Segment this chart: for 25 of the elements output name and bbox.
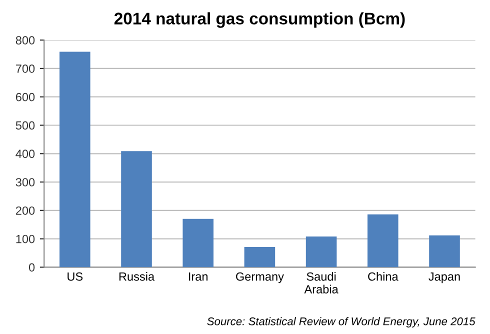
chart-title: 2014 natural gas consumption (Bcm): [114, 12, 405, 28]
y-tick-label: 0: [28, 263, 35, 272]
bar: [306, 236, 337, 268]
bar: [121, 151, 152, 268]
x-tick-label: Germany: [236, 272, 284, 284]
y-tick-label: 400: [16, 150, 35, 158]
y-tick-label: 100: [16, 234, 35, 244]
y-tick-label: 600: [16, 92, 35, 102]
x-tick-label: Japan: [428, 272, 460, 284]
bar: [60, 52, 90, 268]
x-tick-label: Russia: [119, 272, 155, 281]
y-tick-label: 500: [16, 121, 35, 130]
y-tick-label: 300: [16, 178, 35, 186]
bar: [429, 235, 460, 268]
source-note: Source: Statistical Review of World Energy, June 2015: [207, 317, 476, 328]
x-tick-label: Saudi Arabia: [304, 272, 338, 294]
bar: [368, 214, 398, 268]
y-tick-label: 800: [16, 36, 35, 44]
bar: [244, 247, 276, 268]
y-tick-label: 200: [16, 206, 35, 215]
x-tick-label: China: [368, 272, 398, 281]
x-tick-label: US: [68, 272, 83, 281]
x-tick-label: Iran: [189, 272, 208, 281]
y-tick-label: 700: [16, 64, 35, 73]
bar: [182, 218, 214, 268]
